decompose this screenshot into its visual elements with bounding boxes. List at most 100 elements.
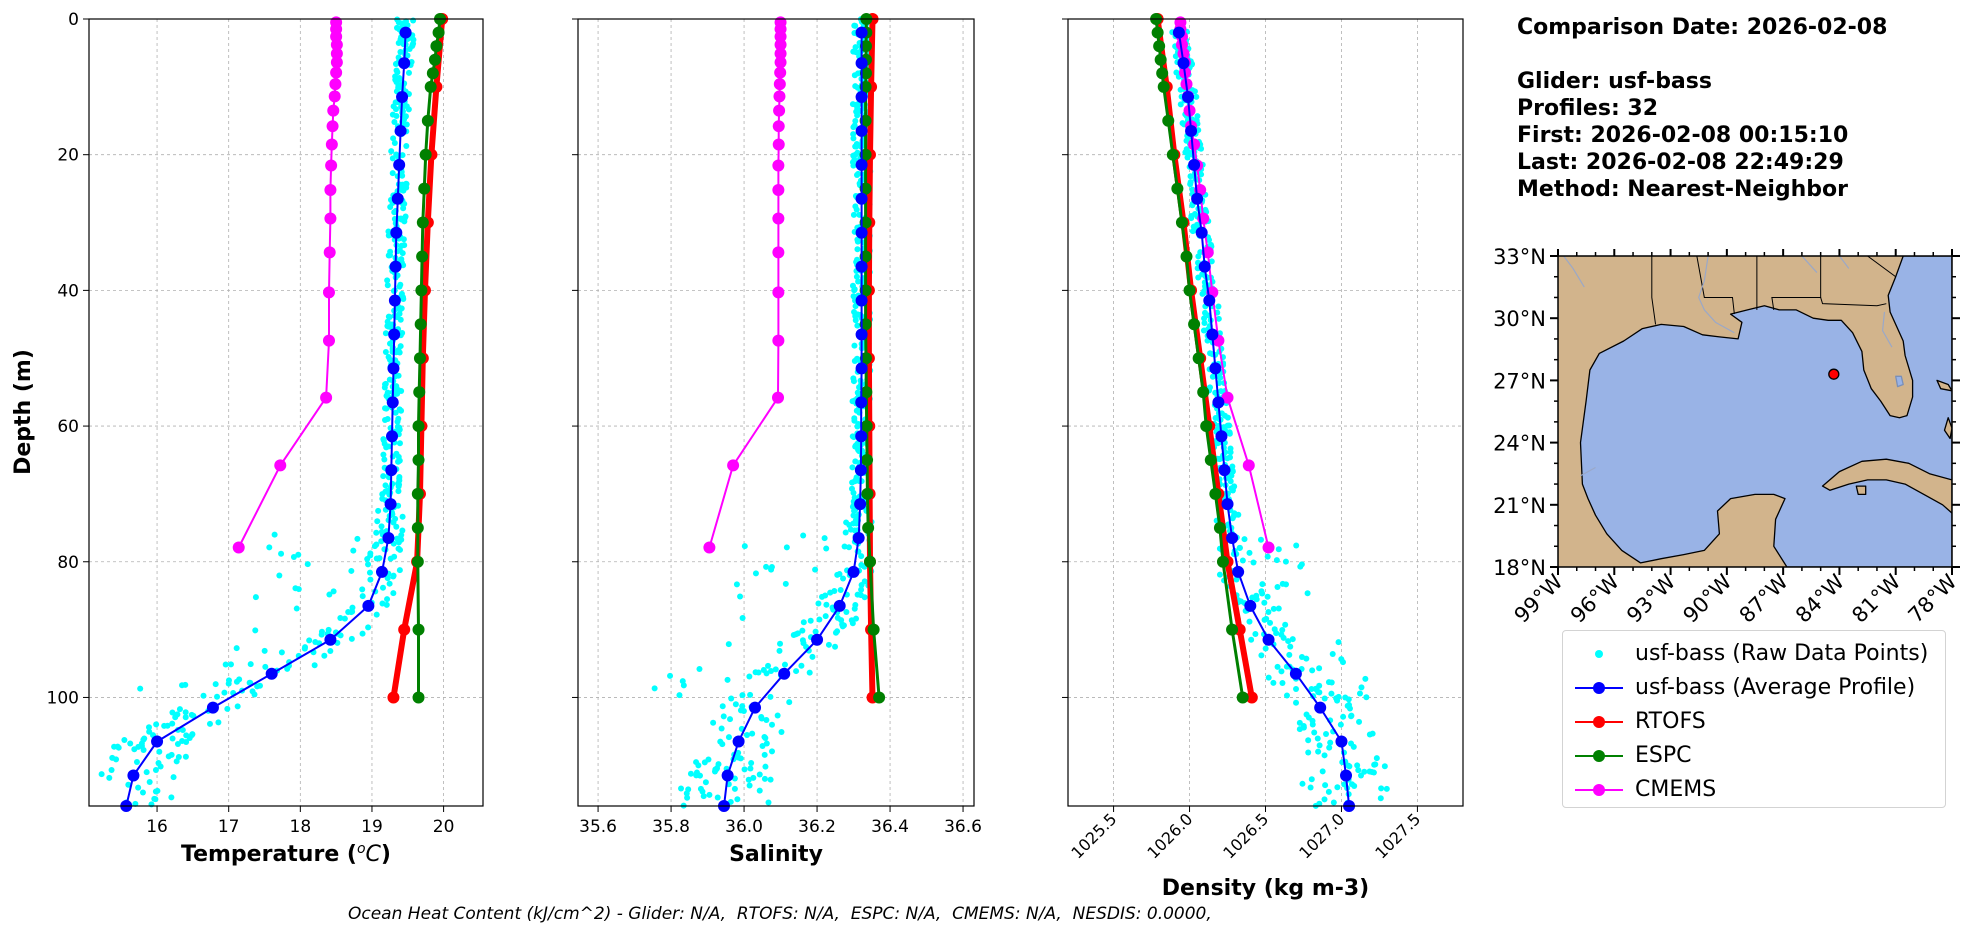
raw-point (693, 769, 700, 776)
series-point (396, 91, 409, 104)
series-point (859, 67, 872, 80)
raw-point (850, 131, 857, 138)
raw-point (1316, 800, 1323, 807)
series-point (416, 250, 429, 263)
raw-point (840, 575, 847, 582)
ytick-label: 20 (57, 146, 79, 166)
raw-point (748, 760, 755, 767)
series-point (1188, 138, 1201, 151)
raw-point (684, 794, 691, 801)
xtick-label-salinity: 36.6 (944, 817, 982, 837)
series-point (1185, 124, 1198, 137)
raw-point (1328, 679, 1335, 686)
raw-point (1344, 702, 1351, 709)
raw-point (767, 693, 774, 700)
raw-point (392, 99, 399, 106)
raw-point (354, 535, 361, 542)
raw-point (394, 69, 401, 76)
series-point (330, 47, 343, 60)
series-point (414, 318, 427, 331)
raw-point (384, 415, 391, 422)
raw-point (179, 726, 186, 733)
raw-point (720, 713, 727, 720)
series-point (274, 459, 287, 472)
xtick-label-temperature: 17 (218, 817, 240, 837)
raw-point (311, 662, 318, 669)
series-point (1171, 182, 1184, 195)
series-point (421, 114, 434, 127)
series-point (833, 599, 846, 612)
raw-point (1354, 762, 1361, 769)
raw-point (367, 576, 374, 583)
raw-point (739, 692, 746, 699)
series-point (387, 362, 400, 375)
legend-label-cmems: CMEMS (1635, 777, 1717, 802)
raw-point (851, 417, 858, 424)
raw-point (1321, 695, 1328, 702)
raw-point (401, 214, 408, 221)
raw-point (756, 771, 763, 778)
series-point (412, 691, 425, 704)
series-point (1175, 38, 1188, 51)
series-point (1180, 250, 1193, 263)
raw-point (697, 785, 704, 792)
series-point (859, 250, 872, 263)
raw-point (395, 502, 402, 509)
raw-point (758, 715, 765, 722)
series-point (873, 691, 886, 704)
ytick-label: 60 (57, 417, 79, 437)
raw-point (398, 290, 405, 297)
series-point (127, 769, 140, 782)
first-time: First: 2026-02-08 00:15:10 (1517, 123, 1849, 148)
series-point (1153, 40, 1166, 53)
series-point (385, 464, 398, 477)
series-point (324, 183, 337, 196)
ytick-label: 0 (68, 10, 79, 30)
series-point (1151, 26, 1164, 39)
raw-point (1358, 684, 1365, 691)
raw-point (401, 242, 408, 249)
raw-point (687, 770, 694, 777)
series-point (749, 701, 762, 714)
raw-point (1201, 319, 1208, 326)
raw-point (737, 593, 744, 600)
raw-point (747, 765, 754, 772)
raw-point (837, 586, 844, 593)
raw-point (1322, 782, 1329, 789)
raw-point (737, 755, 744, 762)
raw-point (374, 518, 381, 525)
series-point (151, 735, 164, 748)
raw-point (1239, 557, 1246, 564)
series-line (723, 32, 863, 807)
raw-point (386, 356, 393, 363)
raw-point (852, 203, 859, 210)
map-lon-label: 81°W (1847, 569, 1905, 627)
series-point (772, 120, 785, 133)
raw-point (348, 567, 355, 574)
raw-point (685, 786, 692, 793)
raw-point (762, 763, 769, 770)
xtick-label-density: 1027.5 (1371, 809, 1424, 862)
raw-point (825, 641, 832, 648)
raw-points-density (1169, 17, 1390, 809)
series-point (855, 328, 868, 341)
raw-point (325, 626, 332, 633)
raw-point (799, 627, 806, 634)
raw-point (745, 776, 752, 783)
raw-point (224, 705, 231, 712)
raw-point (761, 775, 768, 782)
map-lat-label: 30°N (1493, 307, 1546, 331)
raw-point (133, 759, 140, 766)
series-point (1340, 769, 1353, 782)
raw-point (1233, 576, 1240, 583)
raw-point (1279, 626, 1286, 633)
raw-point (1335, 639, 1342, 646)
raw-point (1265, 609, 1272, 616)
map-lon-label: 84°W (1791, 569, 1849, 627)
series-point (1213, 521, 1226, 534)
map-lat-label: 27°N (1493, 369, 1546, 393)
raw-point (1282, 621, 1289, 628)
series-point (772, 391, 785, 404)
raw-point (774, 712, 781, 719)
